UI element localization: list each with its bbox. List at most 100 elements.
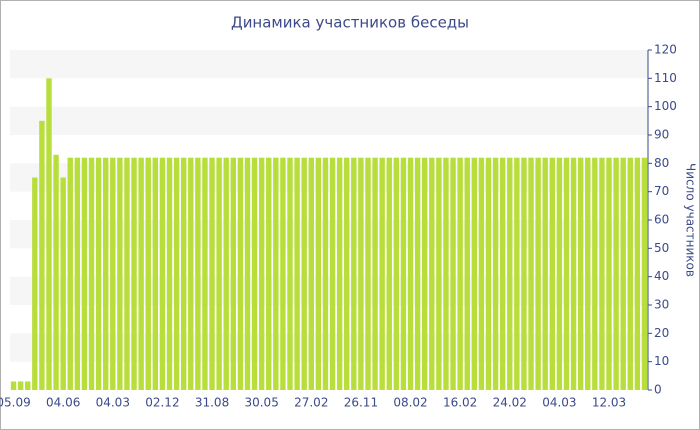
bar	[365, 157, 371, 390]
grid-band	[10, 163, 648, 192]
bar	[358, 157, 364, 390]
bar	[514, 157, 520, 390]
x-tick-label: 04.03	[542, 396, 576, 410]
bar	[386, 157, 392, 390]
bar	[577, 157, 584, 390]
y-tick-label: 40	[654, 269, 669, 283]
bar	[209, 157, 215, 390]
bar	[67, 157, 73, 390]
bar	[53, 154, 59, 390]
bar	[393, 157, 400, 390]
bar	[535, 157, 541, 390]
bar	[429, 157, 435, 390]
bar	[450, 157, 456, 390]
bar	[258, 157, 265, 390]
x-tick-label: 02.12	[145, 396, 179, 410]
bar	[159, 157, 166, 390]
bar	[166, 157, 173, 390]
bar	[563, 157, 570, 390]
bar	[173, 157, 180, 390]
y-tick-label: 120	[654, 43, 677, 57]
bar	[344, 157, 350, 390]
bar	[74, 157, 81, 390]
bar	[372, 157, 378, 390]
bar	[81, 157, 88, 390]
bar	[471, 157, 478, 390]
bar	[103, 157, 109, 390]
bar	[287, 157, 293, 390]
bar	[60, 177, 66, 390]
bar	[436, 157, 442, 390]
bar	[180, 157, 187, 390]
grid-band	[10, 276, 648, 305]
bar	[457, 157, 463, 390]
bar	[556, 157, 563, 390]
bar	[216, 157, 222, 390]
bar	[251, 157, 258, 390]
bar	[499, 157, 506, 390]
bar	[414, 157, 421, 390]
y-tick-label: 30	[654, 298, 669, 312]
bar	[280, 157, 286, 390]
y-tick-label: 100	[654, 99, 677, 113]
bar	[528, 157, 534, 390]
bar	[10, 381, 17, 390]
bar	[46, 78, 52, 390]
bar	[521, 157, 527, 390]
bar	[138, 157, 144, 390]
y-tick-label: 50	[654, 241, 669, 255]
grid-band	[10, 106, 648, 135]
y-tick-label: 110	[654, 71, 677, 85]
bar	[627, 157, 633, 390]
bar	[329, 157, 336, 390]
x-tick-label: 26.11	[344, 396, 378, 410]
y-tick-label: 90	[654, 128, 669, 142]
bar	[25, 381, 31, 390]
bar	[223, 157, 229, 390]
x-tick-label: 27.02	[294, 396, 328, 410]
bar	[322, 157, 329, 390]
bands	[10, 50, 648, 362]
bar	[244, 157, 251, 390]
bar	[117, 157, 123, 390]
bar	[478, 157, 485, 390]
bar	[592, 157, 598, 390]
bar	[570, 157, 577, 390]
bar	[124, 157, 130, 390]
bar	[549, 157, 555, 390]
x-tick-label: 12.03	[592, 396, 626, 410]
bar	[492, 157, 499, 390]
bar	[613, 157, 619, 390]
bar	[400, 157, 407, 390]
bar	[641, 157, 648, 390]
bar	[95, 157, 102, 390]
bar	[620, 157, 626, 390]
bar	[542, 157, 548, 390]
bar	[266, 157, 272, 390]
bar	[131, 157, 137, 390]
bar	[585, 157, 591, 390]
bar	[294, 157, 300, 390]
bar	[195, 157, 201, 390]
y-tick-label: 80	[654, 156, 669, 170]
x-tick-label: 30.05	[244, 396, 278, 410]
bar	[464, 157, 470, 390]
bar	[237, 157, 244, 390]
bar	[110, 157, 116, 390]
y-axis-label: Число участников	[684, 163, 698, 277]
y-tick-label: 0	[654, 383, 662, 397]
bar	[485, 157, 492, 390]
chart-title: Динамика участников беседы	[231, 14, 469, 32]
x-tick-label: 04.03	[96, 396, 130, 410]
bar	[17, 381, 24, 390]
x-tick-label: 08.02	[393, 396, 427, 410]
bar	[308, 157, 314, 390]
bar	[39, 120, 45, 390]
bar	[202, 157, 208, 390]
x-tick-label: 24.02	[493, 396, 527, 410]
bar	[315, 157, 322, 390]
bar	[88, 157, 95, 390]
bar	[152, 157, 159, 390]
